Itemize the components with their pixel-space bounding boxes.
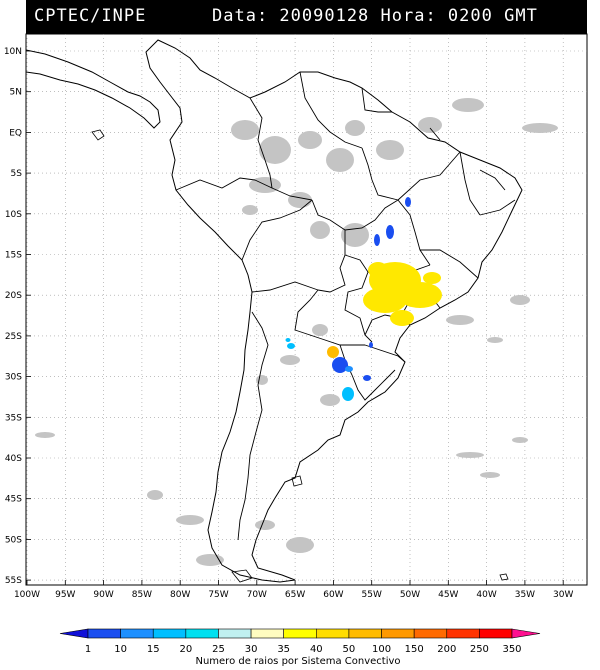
lat-label: 5N [10,88,22,98]
lon-label: 50W [400,590,420,600]
lat-label: 10N [4,47,22,57]
colorbar-tick-label: 150 [405,644,424,655]
colorbar-swatch [120,628,154,639]
colorbar-swatch [348,628,382,639]
colorbar-swatch [59,628,89,639]
colorbar-swatch [283,628,317,639]
central-america-outline [26,49,161,129]
colorbar-tick-label: 25 [212,644,225,655]
lat-label: 20S [5,291,22,301]
colorbar-swatch [413,628,448,639]
lat-label: 55S [5,576,22,586]
lat-label: 40S [5,454,22,464]
colorbar-swatch [87,628,121,639]
colorbar-tick-label: 10 [114,644,127,655]
colorbar-tick-label: 200 [437,644,456,655]
colorbar-swatch [446,628,480,639]
lat-label: 25S [5,332,22,342]
lon-label: 75W [208,590,228,600]
islands [91,129,509,583]
colorbar-tick-label: 35 [277,644,290,655]
lat-label: 10S [5,210,22,220]
colorbar-swatch [479,628,513,639]
lat-label: 45S [5,495,22,505]
colorbar-swatch [152,628,187,639]
datetime-label: Data: 20090128 Hora: 0200 GMT [212,6,538,26]
lon-label: 95W [55,590,75,600]
colorbar-tick-label: 350 [502,644,521,655]
colorbar-swatch [511,628,541,639]
colorbar-tick-label: 20 [179,644,192,655]
colorbar-swatch [316,628,350,639]
lon-label: 60W [323,590,343,600]
lat-label: EQ [9,128,22,138]
lon-label: 30W [553,590,573,600]
title-bar: CPTEC/INPE Data: 20090128 Hora: 0200 GMT [26,0,587,34]
lon-label: 100W [14,590,40,600]
lon-label: 55W [362,590,382,600]
colorbar-swatch [185,628,219,639]
country-borders [175,71,516,541]
lat-label: 30S [5,373,22,383]
colorbar-tick-label: 1 [85,644,91,655]
lat-label: 35S [5,413,22,423]
colorbar-tick-label: 40 [310,644,323,655]
source-label: CPTEC/INPE [34,6,147,26]
colorbar-swatch [381,628,415,639]
lon-label: 65W [285,590,305,600]
colorbar-tick-label: 15 [147,644,160,655]
lon-label: 80W [170,590,190,600]
lon-label: 70W [247,590,267,600]
longitude-axis: 100W 95W 90W 85W 80W 75W 70W 65W 60W 55W 50W 45W 40W… [14,580,573,600]
lat-label: 50S [5,535,22,545]
latitude-axis: 10N 5N EQ 5S 10S 15S 20S 25S 30S 35S 40S 45S 50S 55S [4,47,31,586]
lat-label: 5S [11,169,23,179]
colorbar-tick-label: 100 [372,644,391,655]
convective-systems [285,197,442,401]
colorbar-tick-label: 30 [245,644,258,655]
lon-label: 45W [438,590,458,600]
lon-label: 35W [515,590,535,600]
colorbar-swatch [250,628,284,639]
lon-label: 40W [476,590,496,600]
colorbar: 1 10 15 20 25 30 35 40 50 100 150 200 250 350 [59,628,541,655]
map-frame [25,33,588,586]
lat-label: 15S [5,251,22,261]
colorbar-tick-label: 250 [470,644,489,655]
colorbar-swatch [218,628,252,639]
lon-label: 85W [132,590,152,600]
lon-label: 90W [93,590,113,600]
colorbar-title: Numero de raios por Sistema Convectivo [195,656,400,667]
colorbar-tick-label: 50 [343,644,356,655]
